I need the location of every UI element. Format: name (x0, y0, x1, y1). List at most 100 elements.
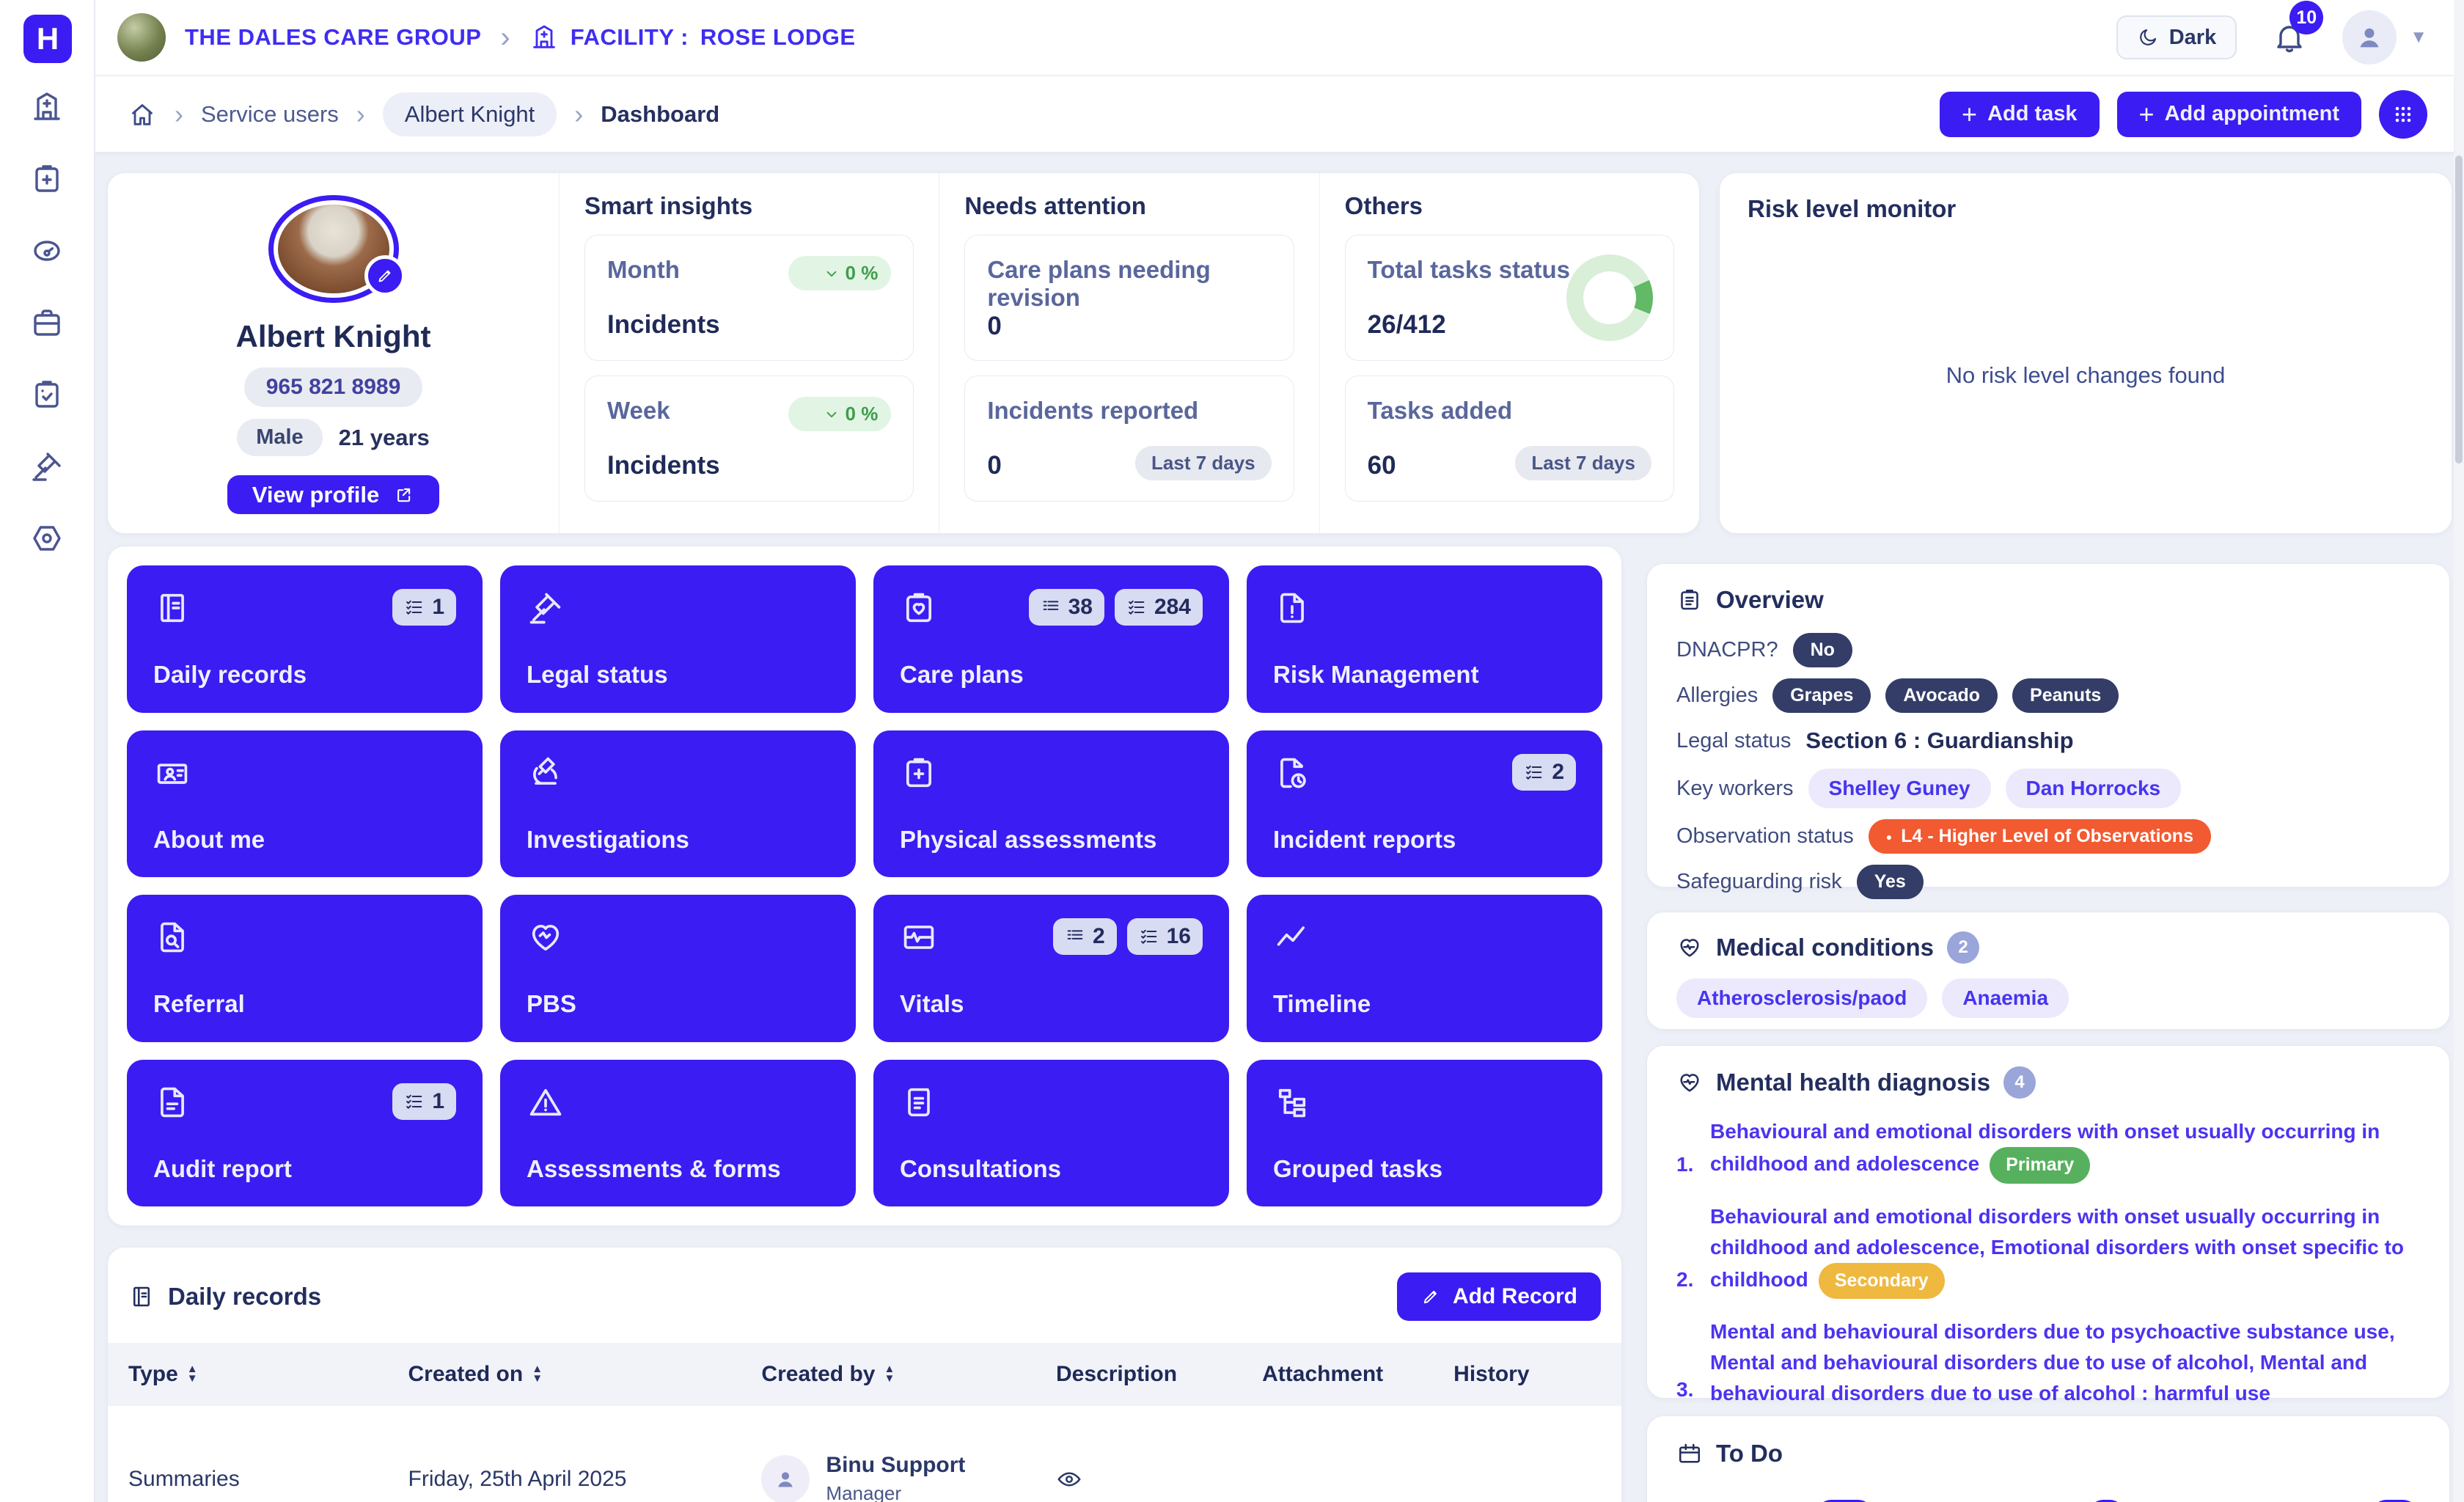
tile-care-plans[interactable]: 38 284 Care plans (873, 565, 1229, 713)
tile-count-badge: 16 (1126, 918, 1203, 955)
apps-grid-button[interactable] (2379, 89, 2427, 139)
sort-icon[interactable]: ▲ ▼ (532, 1363, 543, 1385)
notification-count-badge: 10 (2289, 1, 2324, 34)
tile-audit-report[interactable]: 1 Audit report (127, 1059, 483, 1206)
condition-atherosclerosis-paod[interactable]: Atherosclerosis/paod (1676, 978, 1928, 1018)
sidebar-item-gauge[interactable] (29, 233, 65, 268)
tile-timeline[interactable]: Timeline (1247, 895, 1602, 1042)
profile-summary: Albert Knight 965 821 8989 Male 21 years… (108, 173, 560, 533)
tile-pbs[interactable]: PBS (500, 895, 856, 1042)
sidebar-item-firstaid[interactable] (29, 161, 65, 197)
tile-investigations[interactable]: Investigations (500, 730, 856, 877)
add-task-button[interactable]: + Add task (1940, 91, 2100, 137)
app-logo[interactable]: H (23, 15, 72, 63)
pill-dan-horrocks[interactable]: Dan Horrocks (2005, 769, 2182, 808)
diagnosis-item-2[interactable]: 2. Behavioural and emotional disorders wi… (1676, 1201, 2420, 1299)
period-badge: Last 7 days (1515, 446, 1651, 480)
clipcheck-icon (35, 381, 59, 408)
tile-incident-reports[interactable]: 2 Incident reports (1247, 730, 1602, 877)
tile-grouped-tasks[interactable]: Grouped tasks (1247, 1059, 1602, 1206)
scrollbar-thumb[interactable] (2455, 155, 2463, 464)
griddots-icon (2395, 106, 2411, 122)
overview-row-allergies: Allergies Grapes Avocado Peanuts (1676, 678, 2420, 713)
todo-tabs: TASKS407ACTIONS5APPOINTMENTS17 (1676, 1500, 2420, 1502)
dark-mode-toggle[interactable]: Dark (2116, 15, 2237, 59)
diagnosis-primary-badge: Primary (1990, 1147, 2091, 1184)
tile-daily-records[interactable]: 1 Daily records (127, 565, 483, 713)
stat-label: Tasks added (1367, 397, 1513, 424)
view-profile-button[interactable]: View profile (227, 475, 440, 514)
sidebar-item-briefcase[interactable] (29, 305, 65, 340)
table-row[interactable]: Summaries Friday, 25th April 2025 Binu Sup… (108, 1406, 1621, 1502)
moon-icon (2139, 29, 2156, 45)
tile-consultations[interactable]: Consultations (873, 1059, 1229, 1206)
sidebar-item-gavel[interactable] (29, 449, 65, 484)
tile-vitals[interactable]: 2 16 Vitals (873, 895, 1229, 1042)
incident-reports-icon (1273, 754, 1311, 792)
idcard-icon (157, 763, 188, 784)
todo-tab-tasks[interactable]: TASKS407 (1676, 1500, 1924, 1502)
care-group-avatar[interactable] (117, 13, 166, 62)
add-appointment-button[interactable]: + Add appointment (2116, 91, 2361, 137)
sidebar-item-nut[interactable] (29, 521, 65, 556)
tile-label: Investigations (527, 825, 689, 853)
needs-attention-column: Needs attention Care plans needing revisi… (939, 173, 1320, 533)
tile-risk-management[interactable]: Risk Management (1247, 565, 1602, 713)
column-header-created-by[interactable]: Created by ▲ ▼ (761, 1362, 895, 1386)
sort-icon[interactable]: ▲ ▼ (186, 1363, 198, 1385)
facility-crumb[interactable]: FACILITY : ROSE LODGE (529, 23, 856, 52)
pill-avocado: Avocado (1885, 678, 1998, 713)
sort-icon[interactable]: ▲ ▼ (884, 1363, 895, 1385)
heartpulse-icon (1680, 1074, 1699, 1092)
about-me-icon (153, 754, 191, 792)
creator-name: Binu Support (826, 1453, 966, 1477)
careplans-icon (906, 593, 932, 623)
scrollbar-track[interactable] (2454, 0, 2464, 1502)
stat-label: Incidents reported (987, 397, 1199, 424)
sidebar-item-clipcheck[interactable] (29, 377, 65, 412)
tile-about-me[interactable]: About me (127, 730, 483, 877)
tile-assessments-forms[interactable]: Assessments & forms (500, 1059, 856, 1206)
edit-photo-button[interactable] (364, 255, 406, 297)
notifications-button[interactable]: 10 (2272, 1, 2324, 56)
section-title-smart-insights: Smart insights (584, 192, 753, 219)
stat-value: 26/412 (1367, 310, 1446, 339)
condition-anaemia[interactable]: Anaemia (1942, 978, 2069, 1018)
pill-shelley-guney[interactable]: Shelley Guney (1808, 769, 1991, 808)
care-group-name[interactable]: THE DALES CARE GROUP (185, 24, 482, 50)
todo-card: To Do TASKS407ACTIONS5APPOINTMENTS17 (1646, 1415, 2450, 1502)
add-record-button[interactable]: Add Record (1396, 1272, 1601, 1321)
breadcrumb-service-users[interactable]: Service users (201, 100, 339, 127)
view-description-button[interactable] (1056, 1466, 1082, 1492)
sidebar-item-facility[interactable] (29, 89, 65, 125)
grouped-tasks-icon (1273, 1083, 1311, 1121)
medical-conditions-card: Medical conditions 2 Atherosclerosis/pao… (1646, 912, 2450, 1030)
journal-icon (128, 1283, 155, 1310)
overview-label: Observation status (1676, 824, 1854, 848)
tile-referral[interactable]: Referral (127, 895, 483, 1042)
column-header-type[interactable]: Type ▲ ▼ (128, 1362, 198, 1386)
tile-physical-assessments[interactable]: Physical assessments (873, 730, 1229, 877)
breadcrumb-dashboard: Dashboard (601, 100, 720, 127)
column-header-created-on[interactable]: Created on ▲ ▼ (408, 1362, 543, 1386)
todo-tab-actions[interactable]: ACTIONS5 (1924, 1500, 2172, 1502)
pill-yes: Yes (1856, 865, 1924, 899)
diagnosis-item-3[interactable]: 3. Mental and behavioural disorders due t… (1676, 1316, 2420, 1409)
todo-tab-appointments[interactable]: APPOINTMENTS17 (2172, 1500, 2420, 1502)
home-icon[interactable] (128, 100, 157, 129)
risk-level-monitor-card: Risk level monitor No risk level changes… (1719, 172, 2452, 534)
person-icon (2353, 21, 2386, 54)
microscope-icon (532, 757, 557, 785)
diagnosis-item-1[interactable]: 1. Behavioural and emotional disorders wi… (1676, 1116, 2420, 1184)
chevron-down-icon (826, 411, 836, 417)
warning-icon (529, 1088, 562, 1115)
stat-label: Week (607, 397, 670, 424)
caret-down-icon: ▼ (2410, 27, 2427, 47)
breadcrumb-albert-knight[interactable]: Albert Knight (382, 92, 557, 136)
clipboard-icon (1676, 587, 1703, 613)
overview-row-dnacpr: DNACPR? No (1676, 633, 2420, 667)
user-menu[interactable]: ▼ (2342, 10, 2427, 65)
consultations-icon (900, 1083, 938, 1121)
tile-legal-status[interactable]: Legal status (500, 565, 856, 713)
